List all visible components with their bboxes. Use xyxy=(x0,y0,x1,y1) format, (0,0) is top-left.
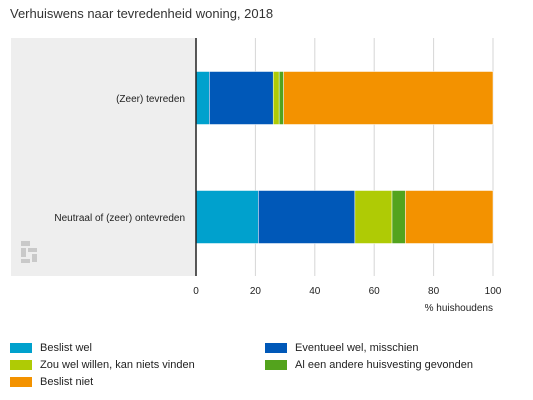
bar-segment xyxy=(258,190,356,244)
chart-title: Verhuiswens naar tevredenheid woning, 20… xyxy=(10,6,274,21)
category-labels: (Zeer) tevreden Neutraal of (zeer) ontevr… xyxy=(54,94,185,224)
bar-segment xyxy=(391,190,406,244)
category-label: Neutraal of (zeer) ontevreden xyxy=(54,213,185,224)
cbs-logo xyxy=(21,241,37,263)
x-axis-label: % huishoudens xyxy=(425,303,493,314)
x-tick-label: 40 xyxy=(309,286,321,297)
x-tick-labels: 0 20 40 60 80 100 xyxy=(193,286,502,297)
category-panel xyxy=(11,38,196,276)
legend-item: Eventueel wel, misschien xyxy=(265,342,419,354)
legend-swatch xyxy=(10,377,32,387)
bar-segment xyxy=(405,190,494,244)
bar-segment xyxy=(278,71,284,125)
legend-swatch xyxy=(10,343,32,353)
legend-label: Zou wel willen, kan niets vinden xyxy=(40,359,195,371)
x-tick-label: 100 xyxy=(485,286,502,297)
bar-segment xyxy=(195,71,210,125)
legend-label: Al een andere huisvesting gevonden xyxy=(295,359,473,371)
legend-item: Al een andere huisvesting gevonden xyxy=(265,359,473,371)
x-tick-label: 0 xyxy=(193,286,199,297)
x-tick-label: 80 xyxy=(428,286,440,297)
legend-label: Eventueel wel, misschien xyxy=(295,342,419,354)
bar-segment xyxy=(283,71,494,125)
bars xyxy=(195,71,494,244)
legend-item: Zou wel willen, kan niets vinden xyxy=(10,359,195,371)
legend-swatch xyxy=(265,360,287,370)
bar-segment xyxy=(209,71,274,125)
legend-item: Beslist niet xyxy=(10,376,93,388)
legend-item: Beslist wel xyxy=(10,342,92,354)
bar-segment xyxy=(354,190,393,244)
legend-swatch xyxy=(10,360,32,370)
x-tick-label: 20 xyxy=(250,286,262,297)
bar-segment xyxy=(195,190,259,244)
x-tick-label: 60 xyxy=(369,286,381,297)
legend-label: Beslist niet xyxy=(40,376,94,388)
legend-label: Beslist wel xyxy=(40,342,92,354)
legend-swatch xyxy=(265,343,287,353)
bar-segment xyxy=(272,71,280,125)
category-label: (Zeer) tevreden xyxy=(116,94,185,105)
